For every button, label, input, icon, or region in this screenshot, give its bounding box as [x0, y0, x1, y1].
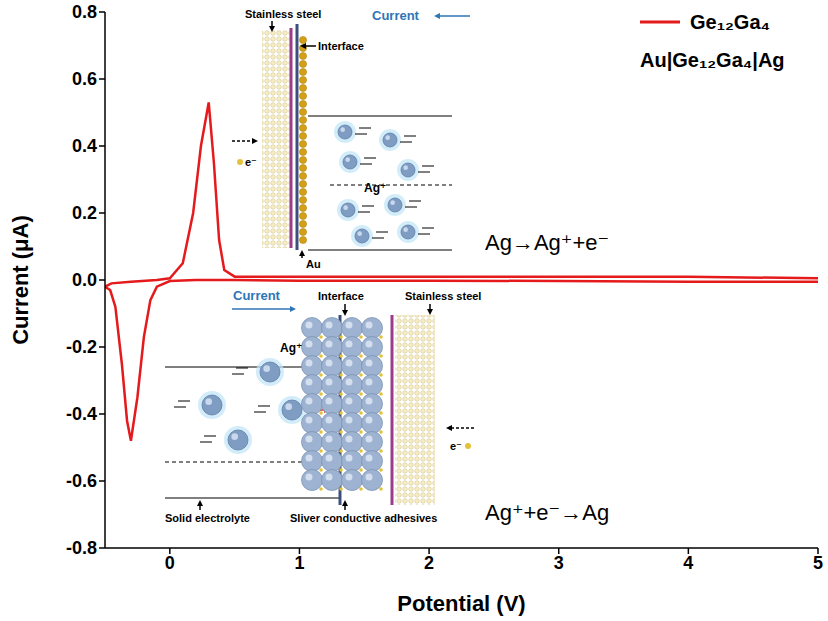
svg-text:Interface: Interface — [318, 40, 364, 52]
svg-text:Current: Current — [233, 288, 281, 303]
svg-text:1: 1 — [294, 553, 304, 573]
svg-text:0.4: 0.4 — [72, 136, 97, 156]
svg-text:-0.6: -0.6 — [66, 471, 97, 491]
svg-text:Current (μA): Current (μA) — [8, 215, 33, 345]
svg-text:5: 5 — [813, 553, 823, 573]
svg-text:0.8: 0.8 — [72, 2, 97, 22]
svg-text:-0.4: -0.4 — [66, 404, 97, 424]
svg-text:Current: Current — [372, 8, 420, 23]
svg-text:3: 3 — [554, 553, 564, 573]
svg-text:Ag→Ag⁺+e⁻: Ag→Ag⁺+e⁻ — [485, 230, 609, 255]
svg-text:e⁻: e⁻ — [245, 156, 257, 168]
svg-text:0: 0 — [165, 553, 175, 573]
svg-text:-0.8: -0.8 — [66, 538, 97, 558]
svg-text:e⁻: e⁻ — [450, 440, 462, 452]
svg-text:Ag⁺: Ag⁺ — [364, 181, 386, 195]
svg-text:2: 2 — [424, 553, 434, 573]
svg-text:Au: Au — [306, 258, 321, 270]
svg-text:Stainless steel: Stainless steel — [245, 8, 321, 20]
svg-text:Sliver conductive adhesives: Sliver conductive adhesives — [290, 512, 437, 524]
svg-text:Ag⁺+e⁻→Ag: Ag⁺+e⁻→Ag — [485, 500, 609, 525]
svg-text:0.6: 0.6 — [72, 69, 97, 89]
svg-text:0.2: 0.2 — [72, 203, 97, 223]
svg-text:-0.2: -0.2 — [66, 337, 97, 357]
svg-text:Stainless steel: Stainless steel — [405, 290, 481, 302]
svg-text:Interface: Interface — [318, 290, 364, 302]
svg-text:Ge₁₂Ga₄: Ge₁₂Ga₄ — [690, 11, 770, 33]
svg-text:Ag⁺: Ag⁺ — [280, 341, 302, 355]
svg-text:Au|Ge₁₂Ga₄|Ag: Au|Ge₁₂Ga₄|Ag — [640, 49, 785, 71]
svg-text:Solid electrolyte: Solid electrolyte — [165, 512, 250, 524]
svg-text:0.0: 0.0 — [72, 270, 97, 290]
svg-text:4: 4 — [683, 553, 693, 573]
svg-text:Potential (V): Potential (V) — [397, 591, 525, 616]
